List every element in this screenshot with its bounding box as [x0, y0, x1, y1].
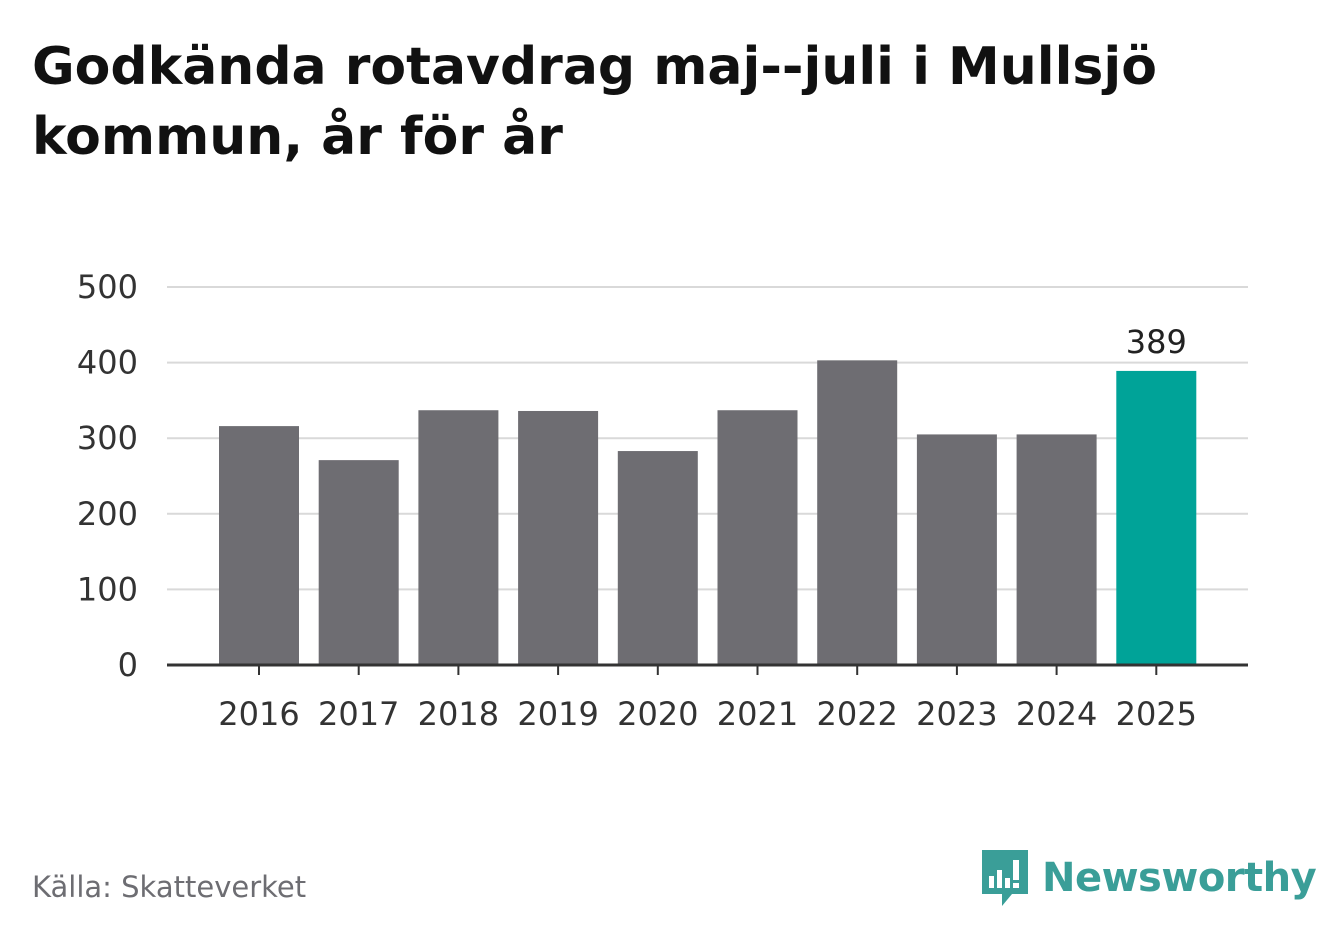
brand-logo: Newsworthy [980, 848, 1317, 908]
x-tick-label: 2020 [617, 695, 698, 733]
x-tick-label: 2016 [218, 695, 299, 733]
x-tick-label: 2021 [717, 695, 798, 733]
x-tick-label: 2024 [1016, 695, 1097, 733]
x-tick-label: 2025 [1116, 695, 1197, 733]
y-tick-label: 100 [77, 570, 138, 608]
y-tick-label: 500 [77, 268, 138, 306]
bar-2025 [1116, 370, 1197, 665]
y-tick-label: 0 [118, 646, 138, 684]
y-tick-label: 300 [77, 419, 138, 457]
bar-2022 [817, 360, 898, 665]
y-tick-label: 200 [77, 495, 138, 533]
bars [219, 360, 1197, 665]
bar-2019 [518, 410, 599, 665]
bar-2020 [617, 451, 698, 665]
source-note: Källa: Skatteverket [32, 870, 307, 904]
bar-2018 [418, 410, 499, 665]
data-label: 389 [1126, 323, 1187, 361]
brand-name: Newsworthy [1042, 855, 1317, 901]
bar-2017 [318, 460, 399, 665]
x-tick-label: 2023 [916, 695, 997, 733]
bar-2023 [916, 434, 997, 665]
bar-2016 [219, 426, 299, 665]
y-axis-ticks: 0 100 200 300 400 500 [77, 268, 138, 684]
x-tick-label: 2018 [418, 695, 499, 733]
bar-chart: 0 100 200 300 400 500 2016 2017 2018 2019 2020 202… [77, 268, 1248, 733]
x-tick-label: 2022 [816, 695, 897, 733]
data-labels: 389 [1126, 323, 1187, 361]
x-tick-label: 2017 [318, 695, 399, 733]
newsworthy-logo-icon [982, 850, 1028, 906]
chart-title: Godkända rotavdrag maj--juli i Mullsjö k… [32, 37, 1157, 167]
bar-2024 [1016, 434, 1097, 665]
y-tick-label: 400 [77, 344, 138, 382]
bar-2021 [717, 410, 798, 665]
x-axis-ticks: 2016 2017 2018 2019 2020 2021 2022 2023 2024 2025 [218, 665, 1197, 733]
x-tick-label: 2019 [517, 695, 598, 733]
